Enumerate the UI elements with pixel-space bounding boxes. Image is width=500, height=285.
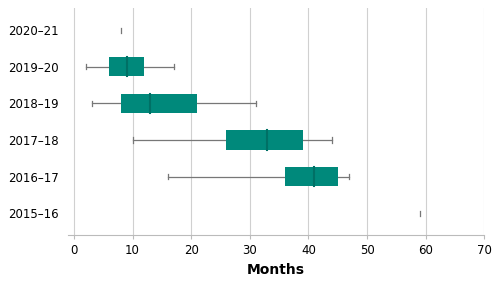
Bar	[285, 167, 338, 186]
Bar	[121, 94, 197, 113]
Bar	[109, 57, 144, 76]
Bar	[226, 131, 302, 150]
X-axis label: Months: Months	[247, 263, 305, 277]
